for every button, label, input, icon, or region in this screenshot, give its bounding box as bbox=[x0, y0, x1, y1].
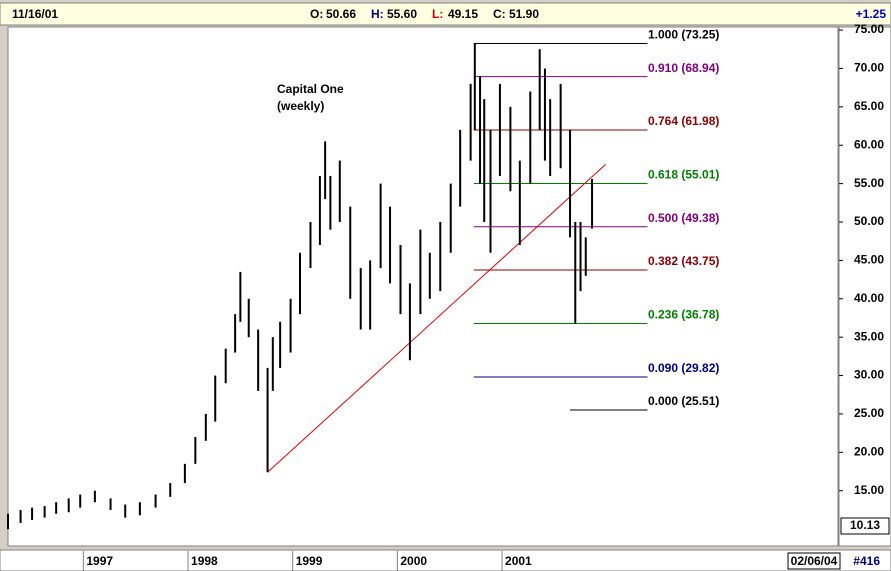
y-tick-label: 25.00 bbox=[854, 406, 884, 420]
annotation: Capital One bbox=[277, 82, 344, 96]
fib-label: 0.382 (43.75) bbox=[648, 254, 719, 268]
header-label: L: bbox=[432, 7, 443, 21]
y-tick-label: 65.00 bbox=[854, 99, 884, 113]
x-tick-label: 1999 bbox=[296, 554, 323, 568]
y-tick-label: 15.00 bbox=[854, 483, 884, 497]
last-box-text: 10.13 bbox=[850, 518, 880, 532]
fib-label: 0.618 (55.01) bbox=[648, 168, 719, 182]
header-value: 50.66 bbox=[326, 7, 356, 21]
y-tick-label: 60.00 bbox=[854, 137, 884, 151]
fib-label: 0.764 (61.98) bbox=[648, 114, 719, 128]
y-tick-label: 50.00 bbox=[854, 214, 884, 228]
x-tick-label: 1998 bbox=[191, 554, 218, 568]
annotation: (weekly) bbox=[277, 99, 324, 113]
bar-count: #416 bbox=[853, 554, 880, 568]
x-tick-label: 1997 bbox=[86, 554, 113, 568]
y-tick-label: 70.00 bbox=[854, 61, 884, 75]
date-box bbox=[787, 552, 841, 570]
header-change: +1.25 bbox=[856, 7, 887, 21]
header-value: 55.60 bbox=[387, 7, 417, 21]
header-label: O: bbox=[310, 7, 323, 21]
header-date: 11/16/01 bbox=[12, 7, 58, 21]
date-box-text: 02/06/04 bbox=[791, 554, 838, 568]
fib-label: 1.000 (73.25) bbox=[648, 28, 719, 42]
fib-label: 0.500 (49.38) bbox=[648, 211, 719, 225]
y-tick-label: 75.00 bbox=[854, 22, 884, 36]
last-box bbox=[840, 517, 890, 535]
header-label: C: bbox=[493, 7, 506, 21]
fib-label: 0.910 (68.94) bbox=[648, 61, 719, 75]
y-tick-label: 45.00 bbox=[854, 253, 884, 267]
y-tick-label: 20.00 bbox=[854, 445, 884, 459]
date-strip bbox=[0, 549, 891, 571]
fib-label: 0.090 (29.82) bbox=[648, 361, 719, 375]
y-tick-label: 35.00 bbox=[854, 329, 884, 343]
header-value: 51.90 bbox=[509, 7, 539, 21]
header-value: 49.15 bbox=[448, 7, 478, 21]
header-bar bbox=[0, 2, 891, 26]
plot-area bbox=[7, 26, 839, 547]
header-label: H: bbox=[371, 7, 384, 21]
trendline bbox=[267, 164, 606, 473]
y-tick-label: 40.00 bbox=[854, 291, 884, 305]
x-tick-label: 2000 bbox=[400, 554, 427, 568]
y-tick-label: 30.00 bbox=[854, 368, 884, 382]
fib-label: 0.236 (36.78) bbox=[648, 308, 719, 322]
y-tick-label: 55.00 bbox=[854, 176, 884, 190]
fib-label: 0.000 (25.51) bbox=[648, 394, 719, 408]
x-tick-label: 2001 bbox=[505, 554, 532, 568]
axis-panel bbox=[838, 26, 891, 547]
